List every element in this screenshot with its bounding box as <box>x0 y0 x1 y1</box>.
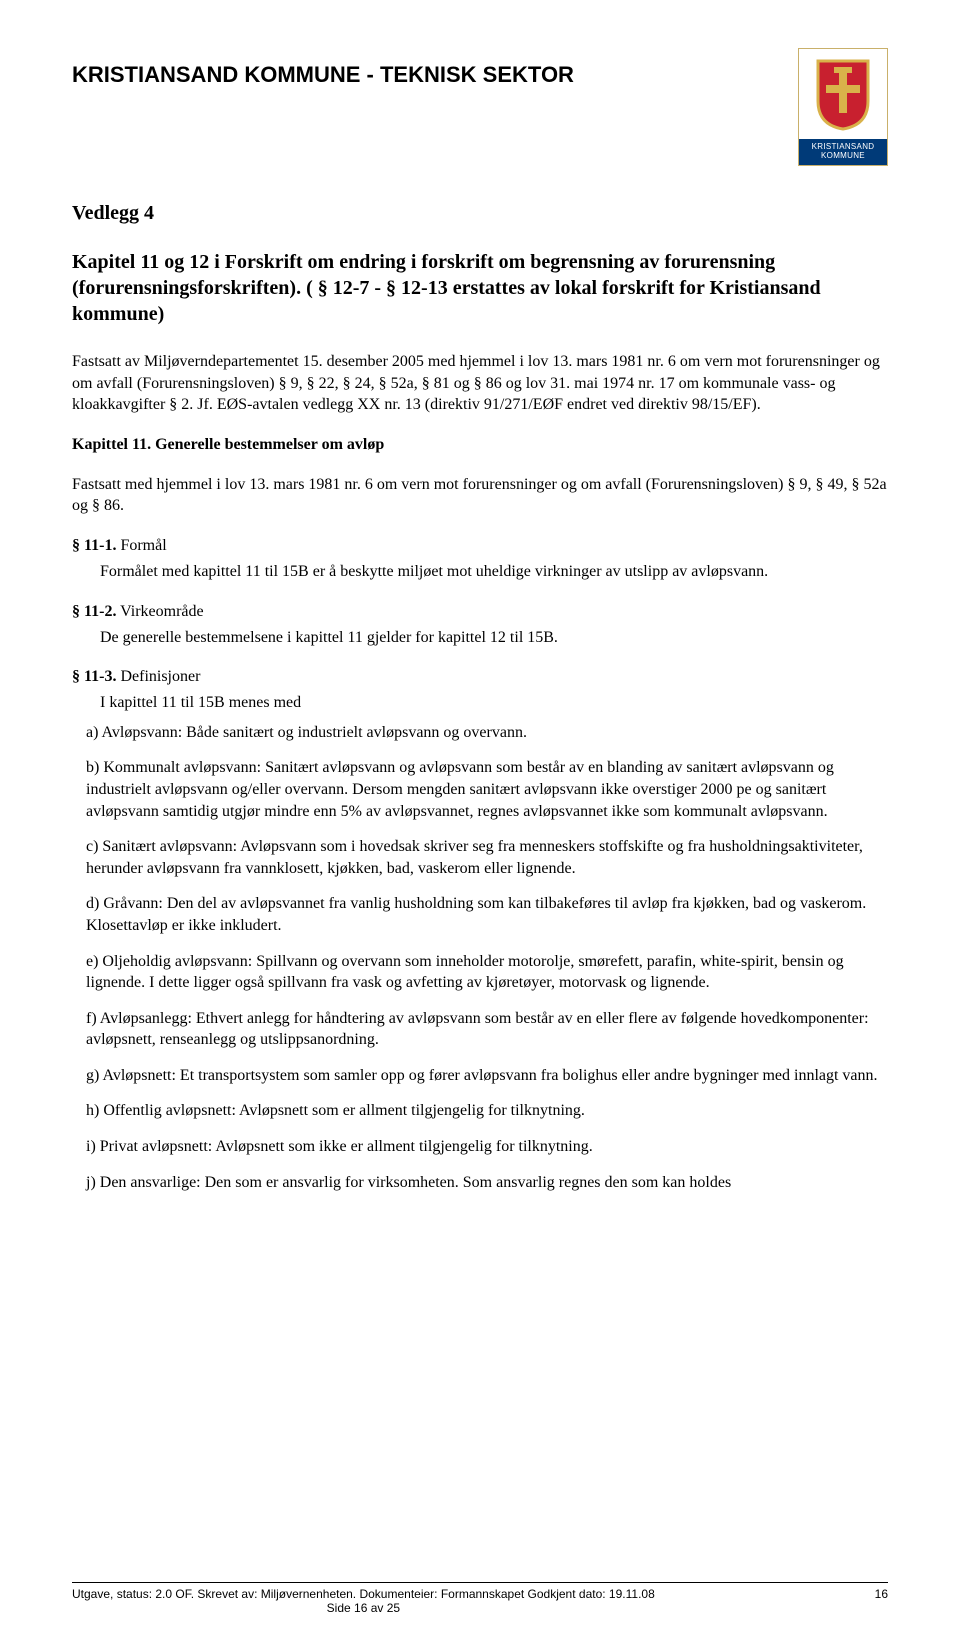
chapter-hjemmel: Fastsatt med hjemmel i lov 13. mars 1981… <box>72 474 888 517</box>
definition-j: j) Den ansvarlige: Den som er ansvarlig … <box>72 1172 888 1194</box>
definition-b: b) Kommunalt avløpsvann: Sanitært avløps… <box>72 757 888 822</box>
footer-line-1: Utgave, status: 2.0 OF. Skrevet av: Milj… <box>72 1587 655 1601</box>
page-header: KRISTIANSAND KOMMUNE - TEKNISK SEKTOR KR… <box>72 48 888 166</box>
section-11-2-heading: § 11-2. Virkeområde <box>72 603 888 621</box>
section-body-text: De generelle bestemmelsene i kapittel 11… <box>100 627 888 649</box>
section-11-1-heading: § 11-1. Formål <box>72 537 888 555</box>
logo-label: KRISTIANSAND KOMMUNE <box>799 139 887 165</box>
definition-i: i) Privat avløpsnett: Avløpsnett som ikk… <box>72 1136 888 1158</box>
definitions-list: a) Avløpsvann: Både sanitært og industri… <box>72 722 888 1194</box>
section-lead-text: I kapittel 11 til 15B menes med <box>100 692 888 714</box>
definition-e: e) Oljeholdig avløpsvann: Spillvann og o… <box>72 951 888 994</box>
definition-a: a) Avløpsvann: Både sanitært og industri… <box>72 722 888 744</box>
page-footer: Utgave, status: 2.0 OF. Skrevet av: Milj… <box>72 1582 888 1615</box>
section-11-3-heading: § 11-3. Definisjoner <box>72 668 888 686</box>
org-title: KRISTIANSAND KOMMUNE - TEKNISK SEKTOR <box>72 62 574 88</box>
section-11-1-body: Formålet med kapittel 11 til 15B er å be… <box>72 561 888 583</box>
intro-paragraph: Fastsatt av Miljøverndepartementet 15. d… <box>72 351 888 416</box>
document-title: Kapitel 11 og 12 i Forskrift om endring … <box>72 249 888 327</box>
definition-d: d) Gråvann: Den del av avløpsvannet fra … <box>72 893 888 936</box>
section-title: Formål <box>120 537 166 554</box>
attachment-heading: Vedlegg 4 <box>72 202 888 225</box>
section-11-3-lead: I kapittel 11 til 15B menes med <box>72 692 888 714</box>
section-title: Virkeområde <box>120 603 203 620</box>
section-number: § 11-2. <box>72 603 116 620</box>
definition-c: c) Sanitært avløpsvann: Avløpsvann som i… <box>72 836 888 879</box>
logo-text-1: KRISTIANSAND <box>812 142 875 151</box>
logo-text-2: KOMMUNE <box>821 151 865 160</box>
definition-h: h) Offentlig avløpsnett: Avløpsnett som … <box>72 1100 888 1122</box>
section-number: § 11-1. <box>72 537 116 554</box>
chapter-heading: Kapittel 11. Generelle bestemmelser om a… <box>72 436 888 454</box>
definition-g: g) Avløpsnett: Et transportsystem som sa… <box>72 1065 888 1087</box>
section-title: Definisjoner <box>120 668 200 685</box>
shield-icon <box>799 49 887 139</box>
page-number: 16 <box>875 1587 888 1601</box>
document-page: KRISTIANSAND KOMMUNE - TEKNISK SEKTOR KR… <box>0 0 960 1635</box>
municipality-logo: KRISTIANSAND KOMMUNE <box>798 48 888 166</box>
section-11-2-body: De generelle bestemmelsene i kapittel 11… <box>72 627 888 649</box>
footer-line-2: Side 16 av 25 <box>72 1601 655 1615</box>
definition-f: f) Avløpsanlegg: Ethvert anlegg for hånd… <box>72 1008 888 1051</box>
section-number: § 11-3. <box>72 668 116 685</box>
section-body-text: Formålet med kapittel 11 til 15B er å be… <box>100 561 888 583</box>
